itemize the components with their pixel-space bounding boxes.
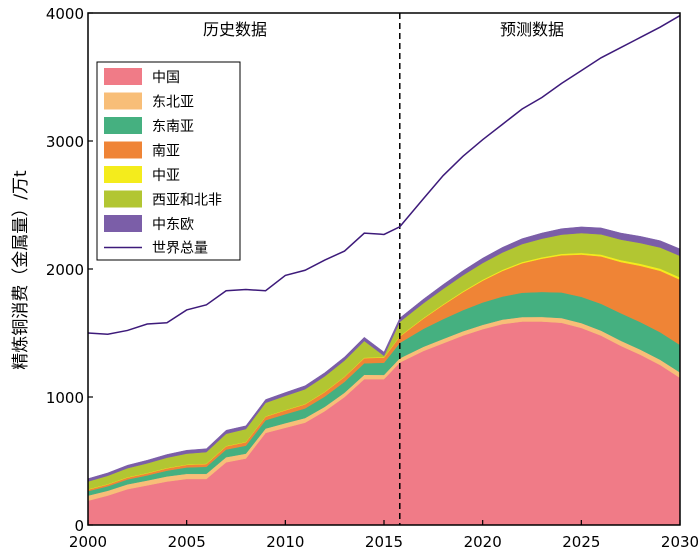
legend-swatch [104,117,142,134]
x-tick-label: 2030 [661,533,699,551]
legend-swatch [104,166,142,183]
x-tick-label: 2015 [365,533,403,551]
legend-entry: 中亚 [152,168,180,184]
legend-swatch [104,141,142,159]
y-tick-label: 0 [74,517,84,535]
legend-entry: 南亚 [152,144,180,160]
history-region-label: 历史数据 [203,20,267,39]
legend-entry: 西亚和北非 [152,193,222,209]
x-tick-label: 2020 [464,533,502,551]
legend-entry: 中国 [152,70,180,86]
y-tick-label: 2000 [46,261,84,279]
world-total-line-group [87,14,681,336]
y-tick-label: 3000 [46,133,84,151]
y-tick-label: 1000 [46,389,84,407]
world-total-line [87,14,681,336]
y-tick-label: 4000 [46,5,84,23]
legend-entry: 东南亚 [152,119,194,135]
axis-ticks: 2000 2005 2010 2015 2020 2025 2030 0 1000 2000 300… [46,5,699,551]
x-tick-label: 2025 [562,533,600,551]
legend-entry: 中东欧 [152,217,194,233]
legend-entry: 世界总量 [152,241,208,257]
stacked-areas [87,226,681,526]
y-axis-label: 精炼铜消费（金属量）/万t [11,170,31,370]
x-tick-label: 2010 [266,533,304,551]
x-tick-label: 2000 [69,533,107,551]
legend-entry: 东北亚 [152,95,194,111]
legend-swatch [104,68,142,85]
legend-swatch [104,215,142,232]
legend-swatch [104,190,142,208]
legend-swatch [104,92,142,110]
x-tick-label: 2005 [168,533,206,551]
forecast-region-label: 预测数据 [500,20,564,39]
